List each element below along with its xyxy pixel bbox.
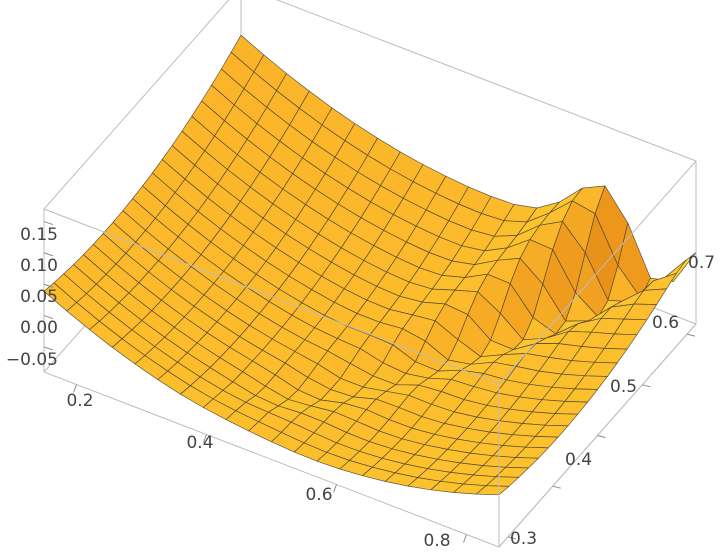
box-edge [43,208,500,385]
y-tick-mark [507,536,517,540]
y-tick-mark [552,485,561,489]
x-tick-mark [333,484,337,493]
z-tick-label: 0.15 [20,225,58,245]
z-tick-mark [43,315,54,320]
box-edge [276,0,697,162]
y-tick-mark [642,384,651,388]
y-tick-label: 0.6 [652,313,679,333]
z-tick-mark [43,221,54,226]
z-tick-mark [43,283,54,288]
bounding-box-front [43,160,697,548]
x-axis: 0.2 0.4 0.6 0.8 [66,391,450,551]
x-tick-label: 0.6 [305,485,332,505]
z-axis: −0.05 0.00 0.05 0.10 0.15 [6,225,58,370]
x-tick-mark [73,384,77,393]
box-edge [43,371,500,548]
x-tick-label: 0.4 [186,433,213,453]
x-tick-label: 0.2 [66,391,93,411]
y-tick-label: 0.7 [688,253,715,273]
y-tick-label: 0.5 [610,377,637,397]
x-tick-label: 0.8 [423,531,450,551]
y-tick-label: 0.4 [565,450,592,470]
x-tick-mark [203,434,207,443]
z-tick-label: 0.00 [20,318,58,338]
y-tick-mark [597,435,606,438]
z-tick-mark [43,346,54,351]
box-edge [498,160,697,385]
y-tick-label: 0.3 [510,529,537,549]
box-edge [43,0,230,210]
z-tick-label: 0.10 [20,256,58,276]
z-tick-label: −0.05 [6,350,58,370]
surface [43,34,697,496]
x-tick-mark [463,534,467,543]
z-tick-mark [43,252,54,257]
z-tick-label: 0.05 [20,287,58,307]
surface-patch [475,485,510,496]
y-axis: 0.3 0.4 0.5 0.6 0.7 [510,253,715,549]
y-tick-mark [686,333,696,337]
